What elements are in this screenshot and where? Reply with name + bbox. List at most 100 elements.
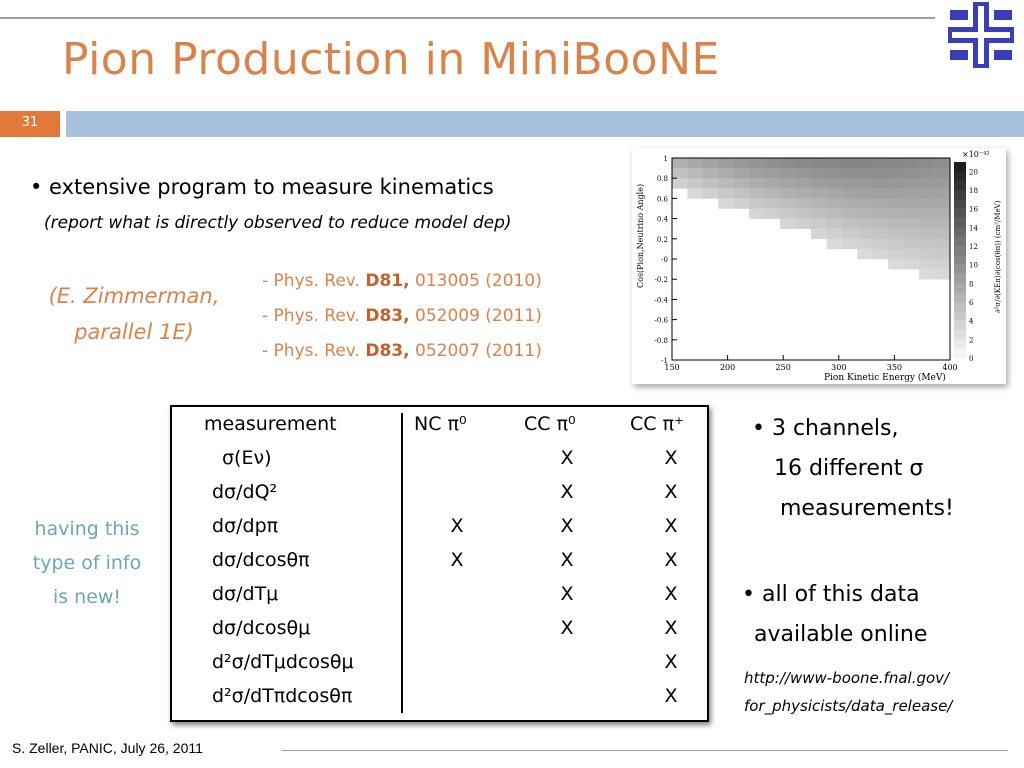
table-mark-cell: X [664, 447, 678, 469]
x-tick-label: 300 [831, 363, 846, 372]
table-mark-cell: X [664, 583, 678, 605]
heatmap-cell [841, 188, 858, 199]
heatmap-cell [841, 158, 858, 169]
heatmap-cell [749, 168, 765, 179]
heatmap-cell [934, 198, 951, 209]
heatmap-cell [919, 259, 935, 270]
author-note-line: parallel 1E) [74, 320, 194, 344]
heatmap-cell [888, 178, 904, 189]
heatmap-cell [702, 178, 719, 189]
link-line[interactable]: http://www-boone.fnal.gov/ [744, 669, 950, 687]
colorbar-tick-label: 12 [969, 243, 978, 251]
colorbar-step [954, 264, 966, 275]
table-mark-cell: X [664, 685, 678, 707]
heatmap-cell [795, 178, 812, 189]
footer-text: S. Zeller, PANIC, July 26, 2011 [12, 740, 203, 756]
heatmap-cell [687, 188, 704, 199]
top-rule [0, 17, 935, 19]
heatmap-cell [780, 208, 796, 219]
heatmap-cell [841, 218, 858, 229]
heatmap-cell [795, 208, 812, 219]
heatmap-cell [672, 178, 688, 189]
colorbar-step [954, 190, 966, 200]
heatmap-cell [934, 158, 951, 169]
table-mark-cell: X [664, 651, 678, 673]
colorbar-step [954, 274, 966, 284]
heatmap-cell [934, 259, 951, 270]
colorbar-step [954, 348, 966, 359]
table-mark-cell: X [450, 515, 464, 537]
y-tick-label: 0.6 [657, 195, 669, 203]
heatmap-cell [903, 158, 920, 169]
heatmap-cell [888, 188, 904, 199]
footer-rule [282, 750, 1008, 751]
heatmap-cell [841, 178, 858, 189]
heatmap-cell [919, 238, 935, 250]
colorbar-step [954, 339, 966, 349]
heatmap-cell [826, 178, 843, 189]
y-tick-label: -0 [661, 256, 668, 264]
colorbar-step [954, 208, 966, 219]
heatmap-cell [903, 248, 920, 260]
heatmap-cell [826, 188, 843, 199]
heatmap-cell [934, 238, 951, 250]
heatmap-cell [733, 178, 750, 189]
heatmap-cell [764, 158, 781, 169]
heatmap-cell [903, 198, 920, 209]
heatmap-cell [826, 198, 843, 209]
table-mark-cell: X [560, 447, 574, 469]
heatmap-cell [826, 208, 843, 219]
colorbar-tick-label: 4 [969, 318, 974, 326]
colorbar-step [954, 283, 966, 293]
x-tick-label: 250 [776, 363, 791, 372]
heatmap-cell [826, 218, 843, 229]
colorbar-tick-label: 6 [969, 299, 974, 307]
bullet-channels-line2: 16 different σ [774, 456, 924, 481]
colorbar-tick-label: 20 [969, 168, 978, 176]
colorbar-tick-label: 2 [969, 336, 973, 344]
colorbar-step [954, 180, 966, 191]
table-mark-cell: X [664, 549, 678, 571]
heatmap-cell [919, 198, 935, 209]
colorbar-tick-label: 0 [969, 355, 973, 363]
heatmap-cell [826, 158, 843, 169]
link-line[interactable]: for_physicists/data_release/ [744, 697, 953, 715]
heatmap-cell [872, 228, 889, 240]
heatmap-cell [934, 208, 951, 219]
heatmap-cell [718, 178, 735, 189]
y-tick-label: -0.6 [655, 317, 669, 325]
heatmap-cell [872, 178, 889, 189]
heatmap-cell [903, 228, 920, 240]
colorbar-step [954, 320, 966, 331]
colorbar-step [954, 330, 966, 340]
heatmap-cell [903, 259, 920, 270]
slide-number: 31 [0, 111, 60, 137]
colorbar-step [954, 218, 966, 228]
heatmap-cell [718, 198, 735, 209]
colorbar-step [954, 292, 966, 303]
heatmap-cell [919, 208, 935, 219]
table-mark-cell: X [664, 515, 678, 537]
heatmap-cell [872, 198, 889, 209]
table-measurement-cell: dσ/dcosθπ [212, 549, 310, 571]
heatmap-cell [934, 228, 951, 240]
x-tick-label: 400 [942, 363, 957, 372]
heatmap-cell [733, 198, 750, 209]
heatmap-cell [841, 198, 858, 209]
heatmap-cell [718, 168, 735, 179]
heatmap-cell [764, 168, 781, 179]
heatmap-cell [826, 238, 843, 250]
table-mark-cell: X [560, 515, 574, 537]
heatmap-cell [888, 228, 904, 240]
table-measurement-cell: σ(Eν) [222, 447, 272, 469]
heatmap-cell [919, 269, 935, 280]
colorbar-step [954, 255, 966, 265]
heatmap-cell [919, 248, 935, 260]
heatmap-cell [903, 168, 920, 179]
heatmap-cell [841, 228, 858, 240]
heatmap-cell [795, 198, 812, 209]
heatmap-cell [919, 178, 935, 189]
heatmap-cell [672, 158, 688, 169]
side-note-line: having this [34, 518, 140, 540]
data-release-link[interactable]: http://www-boone.fnal.gov/ for_physicist… [744, 664, 952, 720]
